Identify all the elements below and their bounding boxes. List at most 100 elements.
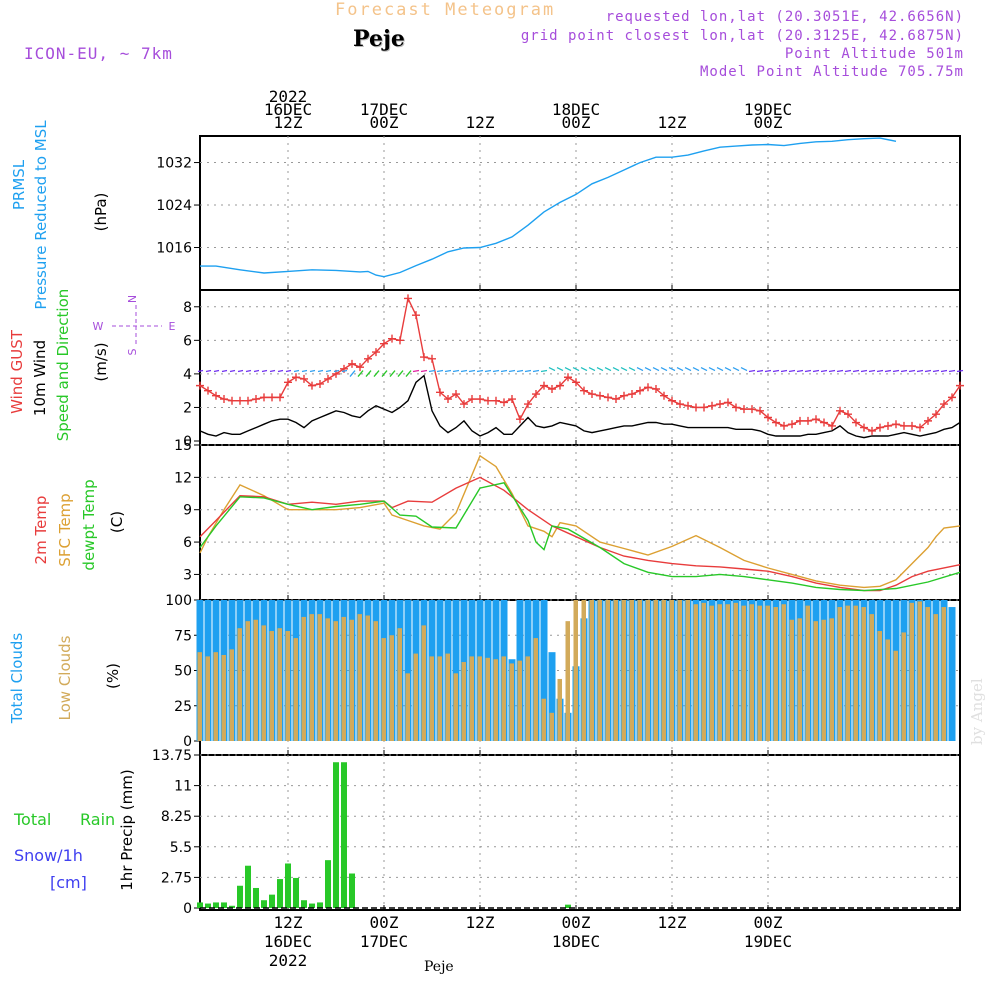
low-clouds-bar <box>357 614 362 741</box>
time-axis-label: 00Z <box>753 113 783 132</box>
rain-bar <box>325 860 331 908</box>
wind-gust-line-marker <box>740 405 748 414</box>
wind-arrow <box>700 366 708 372</box>
wind-arrow <box>868 369 876 373</box>
wind-arrow <box>381 370 388 377</box>
wind-arrow <box>373 370 380 377</box>
wind-arrow <box>309 369 316 373</box>
wind-gust-line-marker <box>244 396 252 405</box>
low-clouds-bar <box>325 618 330 741</box>
y-tick-label: 1024 <box>156 198 192 214</box>
panel-precip: 0 2.75 5.5 8.25 11 13.75 <box>152 748 961 917</box>
wind-gust-line-marker <box>204 386 212 395</box>
time-axis-label: 18DEC <box>551 932 601 951</box>
wind-gust-line-marker <box>868 426 876 435</box>
wind-gust-line-marker <box>388 334 396 343</box>
total-clouds-bar <box>948 607 956 741</box>
low-clouds-bar <box>717 604 722 741</box>
panel-frame <box>199 289 961 446</box>
label-wind-gust: Wind GUST <box>8 329 26 414</box>
wind-arrow <box>820 369 828 373</box>
wind-arrow <box>213 369 220 373</box>
low-clouds-bar <box>309 614 314 741</box>
wind-gust-line-marker <box>788 420 796 429</box>
y-tick-label: 12 <box>174 470 192 486</box>
wind-arrow <box>844 369 852 373</box>
time-axis-label: 2022 <box>268 951 308 970</box>
wind-arrow <box>692 366 700 372</box>
wind-gust-line-marker <box>684 401 692 410</box>
wind-arrow <box>412 369 420 373</box>
wind-gust-line-marker <box>212 391 220 400</box>
wind-arrow <box>620 366 628 372</box>
low-clouds-bar <box>365 615 370 741</box>
wind-gust-line-marker <box>292 373 300 382</box>
rain-bar <box>253 887 259 908</box>
wind-gust-line-marker <box>540 381 548 390</box>
wind-gust-line-marker <box>692 403 700 412</box>
label-total-clouds: Total Clouds <box>8 633 26 725</box>
time-axis-label: 16DEC <box>263 932 313 951</box>
low-clouds-bar <box>461 662 466 741</box>
wind-direction-arrows <box>197 366 964 377</box>
wind-arrow <box>349 370 356 377</box>
wind-gust-line-marker <box>924 416 932 425</box>
wind-gust-line-marker <box>196 381 204 390</box>
rain-bar <box>213 902 219 908</box>
wind-arrow <box>261 369 268 373</box>
total-clouds-bar <box>548 652 556 741</box>
rain-bar <box>197 902 203 908</box>
wind-arrow <box>780 369 788 373</box>
wind-arrow <box>940 369 948 373</box>
low-clouds-bar <box>901 632 906 741</box>
wind-gust-line-marker <box>852 418 860 427</box>
rain-bar <box>221 902 227 908</box>
wind-arrow <box>277 369 284 373</box>
wind-gust-line-marker <box>476 395 484 404</box>
wind-gust-line-marker <box>708 401 716 410</box>
low-clouds-bar <box>597 600 602 741</box>
low-clouds-bar <box>205 656 210 741</box>
wind-gust-line-marker <box>932 410 940 419</box>
wind-arrow <box>492 369 500 373</box>
wind-gust-line-marker <box>500 398 508 407</box>
wind-gust-line-marker <box>420 353 428 362</box>
low-clouds-bar <box>317 614 322 741</box>
low-clouds-bar <box>677 600 682 741</box>
wind-arrow <box>540 369 548 373</box>
wind-gust-line-marker <box>532 390 540 399</box>
wind-arrow <box>764 369 772 373</box>
panel-frame <box>199 444 961 601</box>
panel-frame <box>199 135 961 291</box>
wind-gust-line-marker <box>780 421 788 430</box>
y-tick-label: 4 <box>183 367 192 383</box>
wind-arrow <box>516 369 524 373</box>
time-axis-label: 2022 <box>268 87 308 106</box>
low-clouds-bar <box>485 657 490 741</box>
low-clouds-bar <box>733 602 738 741</box>
label-rain: Rain <box>80 810 115 829</box>
wind-gust-line-marker <box>300 374 308 383</box>
low-clouds-bar <box>789 619 794 741</box>
label-sfc-temp: SFC Temp <box>56 493 74 566</box>
wind-gust-line-marker <box>380 339 388 348</box>
panel-frame <box>199 754 961 911</box>
low-clouds-bar <box>565 621 570 741</box>
time-axis-label: 00Z <box>561 913 591 932</box>
wind-arrow <box>732 366 740 372</box>
y-tick-label: 1016 <box>156 241 192 257</box>
label-dewpt-temp: dewpt Temp <box>80 479 98 570</box>
wind-arrow <box>325 369 332 373</box>
wind-arrow <box>229 369 236 373</box>
low-clouds-bar <box>877 631 882 741</box>
low-clouds-bar <box>413 653 418 741</box>
wind-arrow <box>444 369 452 373</box>
wind-arrow <box>245 369 252 373</box>
wind-gust-line-marker <box>676 400 684 409</box>
wind-gust-line-marker <box>604 393 612 402</box>
wind-gust-line-marker <box>668 396 676 405</box>
low-clouds-bar <box>661 600 666 741</box>
low-clouds-bar <box>501 656 506 741</box>
time-axis-label: 00Z <box>369 113 399 132</box>
